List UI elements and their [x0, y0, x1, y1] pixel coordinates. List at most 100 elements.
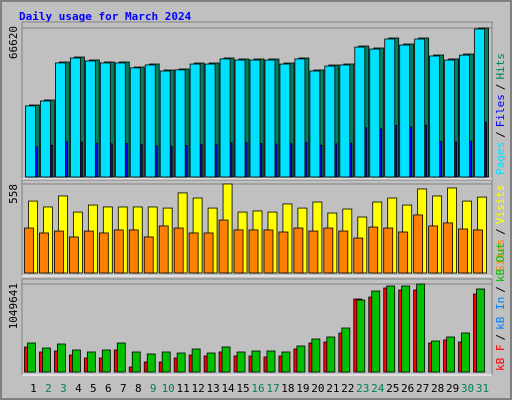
- bar: [191, 348, 201, 373]
- bar: [116, 342, 126, 373]
- bar: [24, 227, 34, 274]
- bar: [143, 236, 154, 274]
- legend-entry: Hits: [494, 53, 507, 80]
- bar: [71, 349, 81, 373]
- bar: [386, 285, 396, 373]
- bar: [203, 232, 214, 274]
- bar: [129, 67, 141, 178]
- bar: [218, 219, 229, 274]
- bar: [248, 229, 259, 274]
- bar: [293, 227, 304, 274]
- x-tick-label: 7: [120, 382, 127, 395]
- x-tick-label: 27: [416, 382, 429, 395]
- x-tick-label: 3: [60, 382, 67, 395]
- x-tick-label: 8: [135, 382, 142, 395]
- x-tick-label: 18: [281, 382, 294, 395]
- bar: [353, 237, 364, 274]
- bar: [266, 350, 276, 373]
- bar: [101, 349, 111, 373]
- y-tick-label: 1049641: [7, 283, 20, 329]
- bar: [354, 46, 366, 178]
- x-tick-label: 26: [401, 382, 414, 395]
- bar: [474, 28, 485, 178]
- bar: [39, 232, 49, 274]
- bar: [369, 48, 381, 178]
- bar: [98, 232, 109, 274]
- x-tick-label: 4: [75, 382, 82, 395]
- x-tick-label: 17: [266, 382, 279, 395]
- x-tick-label: 21: [326, 382, 339, 395]
- bar: [294, 58, 306, 178]
- bar: [414, 38, 426, 178]
- x-tick-label: 29: [446, 382, 459, 395]
- x-tick-label: 15: [236, 382, 249, 395]
- bar: [233, 229, 244, 274]
- bar: [278, 231, 289, 274]
- bar: [42, 347, 51, 373]
- y-tick-label: 66620: [7, 26, 20, 59]
- bar: [27, 342, 36, 373]
- bar: [69, 57, 81, 178]
- bar: [84, 60, 96, 178]
- x-tick-label: 2: [45, 382, 52, 395]
- bar: [99, 62, 111, 178]
- legend-separator: /: [494, 286, 507, 293]
- bar: [341, 327, 351, 373]
- bar: [251, 350, 261, 373]
- bar: [189, 63, 201, 178]
- x-tick-label: 13: [206, 382, 219, 395]
- bar: [264, 59, 276, 178]
- bar: [398, 231, 409, 274]
- legend: Sites / Visits: [494, 185, 507, 273]
- x-tick-label: 12: [192, 382, 205, 395]
- bar: [234, 59, 246, 178]
- x-tick-label: 6: [105, 382, 112, 395]
- x-tick-label: 1: [30, 382, 37, 395]
- bar: [356, 299, 366, 373]
- legend: Pages / Files / Hits: [494, 53, 507, 175]
- legend-entry: Sites: [494, 239, 507, 272]
- bar: [131, 351, 141, 373]
- bar: [68, 236, 79, 274]
- bar: [40, 100, 51, 178]
- chart-title: Daily usage for March 2024: [19, 10, 192, 23]
- legend-entry: kB Out: [494, 242, 507, 282]
- bar: [57, 343, 66, 373]
- bar: [368, 226, 379, 274]
- legend-separator: /: [494, 131, 507, 138]
- legend-separator: /: [494, 334, 507, 341]
- bar: [206, 352, 216, 373]
- bar: [221, 346, 231, 373]
- x-tick-label: 24: [371, 382, 385, 395]
- bar: [399, 44, 411, 178]
- bar: [461, 332, 470, 373]
- x-tick-label: 16: [251, 382, 264, 395]
- bar: [174, 69, 186, 178]
- bar: [338, 230, 349, 274]
- legend-entry: Files: [494, 94, 507, 127]
- bar: [236, 351, 246, 373]
- bar: [476, 288, 485, 373]
- x-tick-label: 11: [177, 382, 190, 395]
- legend-entry: Pages: [494, 142, 507, 175]
- legend: kB F / kB In / kB Out: [494, 242, 507, 371]
- bar: [416, 283, 426, 373]
- bar: [219, 58, 231, 178]
- bar: [296, 345, 306, 373]
- bar: [128, 229, 139, 274]
- legend-separator: /: [494, 84, 507, 91]
- bar: [144, 64, 156, 178]
- bar: [86, 351, 96, 373]
- bar: [83, 230, 94, 274]
- x-tick-label: 22: [341, 382, 354, 395]
- x-tick-label: 5: [90, 382, 97, 395]
- bar: [25, 105, 36, 178]
- bar: [249, 59, 261, 178]
- bar: [158, 225, 169, 274]
- bar: [114, 62, 126, 178]
- bar: [324, 65, 336, 178]
- x-tick-label: 30: [461, 382, 474, 395]
- y-tick-label: 558: [7, 184, 20, 204]
